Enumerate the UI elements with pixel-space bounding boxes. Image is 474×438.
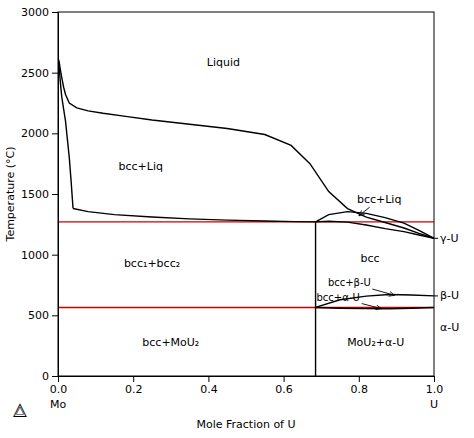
- side-tick: [434, 295, 438, 296]
- x-tick-mark: [208, 376, 209, 382]
- y-tick-label: 2000: [21, 127, 49, 140]
- y-tick: 0: [42, 370, 58, 383]
- region-label: MoU₂+α-U: [347, 336, 404, 349]
- x-axis-line: [59, 377, 435, 383]
- y-tick-mark: [52, 255, 58, 256]
- y-tick-mark: [52, 376, 58, 377]
- region-label: bcc+Liq: [118, 160, 162, 173]
- x-axis: 0.0 0.2 0.4 0.6 0.8 1.0: [50, 376, 444, 396]
- x-tick: 0.2: [125, 376, 143, 396]
- y-tick-mark: [52, 315, 58, 316]
- region-label: bcc₁+bcc₂: [124, 257, 180, 270]
- y-tick: 1000: [21, 249, 58, 262]
- y-tick: 1500: [21, 188, 58, 201]
- phase-boundary: [316, 212, 434, 239]
- y-tick: 500: [28, 309, 58, 322]
- x-tick: 0.6: [275, 376, 293, 396]
- y-tick-label: 1000: [21, 249, 49, 262]
- x-tick-mark: [133, 376, 134, 382]
- plot-data: [58, 58, 434, 376]
- x-tick-label: 0.8: [351, 383, 369, 396]
- logo: △△: [13, 398, 27, 419]
- annotation-arrow: [372, 289, 394, 295]
- x-tick-label: 1.0: [426, 383, 444, 396]
- y-tick-label: 0: [42, 370, 49, 383]
- side-label: β-U: [440, 289, 459, 302]
- y-tick-label: 500: [28, 309, 49, 322]
- arrow-label: bcc+α-U: [316, 292, 359, 303]
- logo-mark: △: [13, 398, 27, 419]
- x-tick-mark: [434, 376, 435, 382]
- x-tick-label: 0.6: [275, 383, 293, 396]
- y-tick: 2000: [21, 127, 58, 140]
- side-label: α-U: [440, 321, 459, 334]
- y-tick-mark: [52, 73, 58, 74]
- y-tick-label: 3000: [21, 6, 49, 19]
- logo-mark: △: [16, 403, 25, 416]
- side-tick: [434, 238, 438, 239]
- x-tick-label: 0.0: [50, 383, 68, 396]
- phase-boundary: [58, 58, 73, 208]
- phase-boundary: [58, 58, 434, 238]
- y-tick-label: 2500: [21, 67, 49, 80]
- annotation-arrow: [359, 207, 370, 216]
- y-axis: 0 500 1000 1500 2000 2500 3000: [21, 6, 59, 383]
- x-axis-title: Mole Fraction of U: [196, 418, 295, 431]
- annotations: Liquid bcc+Liq bcc₁+bcc₂ bcc bcc+MoU₂ MoU₂+α-…: [118, 56, 404, 348]
- annotation-arrow: [362, 304, 382, 309]
- region-label: Liquid: [207, 56, 240, 69]
- x-tick: 0.4: [200, 376, 218, 396]
- y-tick: 3000: [21, 6, 58, 19]
- side-label: γ-U: [440, 232, 459, 245]
- component-label: Mo: [50, 398, 66, 411]
- region-label: bcc: [361, 252, 380, 265]
- component-label: U: [430, 398, 438, 411]
- y-tick-mark: [52, 12, 58, 13]
- y-axis-line: [52, 13, 59, 377]
- chart-svg: 0.0 0.2 0.4 0.6 0.8 1.0 0 500 1000 1500 2000 2500 30…: [0, 0, 474, 438]
- y-tick-label: 1500: [21, 188, 49, 201]
- y-axis-title: Temperature (°C): [4, 147, 17, 243]
- chart-container: 0.0 0.2 0.4 0.6 0.8 1.0 0 500 1000 1500 2000 2500 30…: [0, 0, 474, 438]
- x-tick-label: 0.2: [125, 383, 143, 396]
- side-labels: γ-U β-U α-U: [434, 232, 459, 334]
- reference-line: [58, 221, 434, 222]
- plot-frame: [58, 12, 434, 376]
- x-tick-label: 0.4: [200, 383, 218, 396]
- arrow-label: bcc+β-U: [328, 277, 371, 288]
- x-tick: 0.0: [50, 376, 68, 396]
- y-tick-mark: [52, 194, 58, 195]
- x-tick: 1.0: [426, 376, 444, 396]
- x-tick-mark: [284, 376, 285, 382]
- y-tick-mark: [52, 133, 58, 134]
- phase-boundary: [73, 209, 316, 222]
- arrow-label: bcc+Liq: [357, 193, 401, 206]
- phase-boundary: [316, 307, 434, 308]
- region-label: bcc+MoU₂: [142, 336, 199, 349]
- x-tick-mark: [359, 376, 360, 382]
- plot-area: 0.0 0.2 0.4 0.6 0.8 1.0 0 500 1000 1500 2000 2500 30…: [4, 6, 459, 431]
- y-tick: 2500: [21, 67, 58, 80]
- x-tick: 0.8: [351, 376, 369, 396]
